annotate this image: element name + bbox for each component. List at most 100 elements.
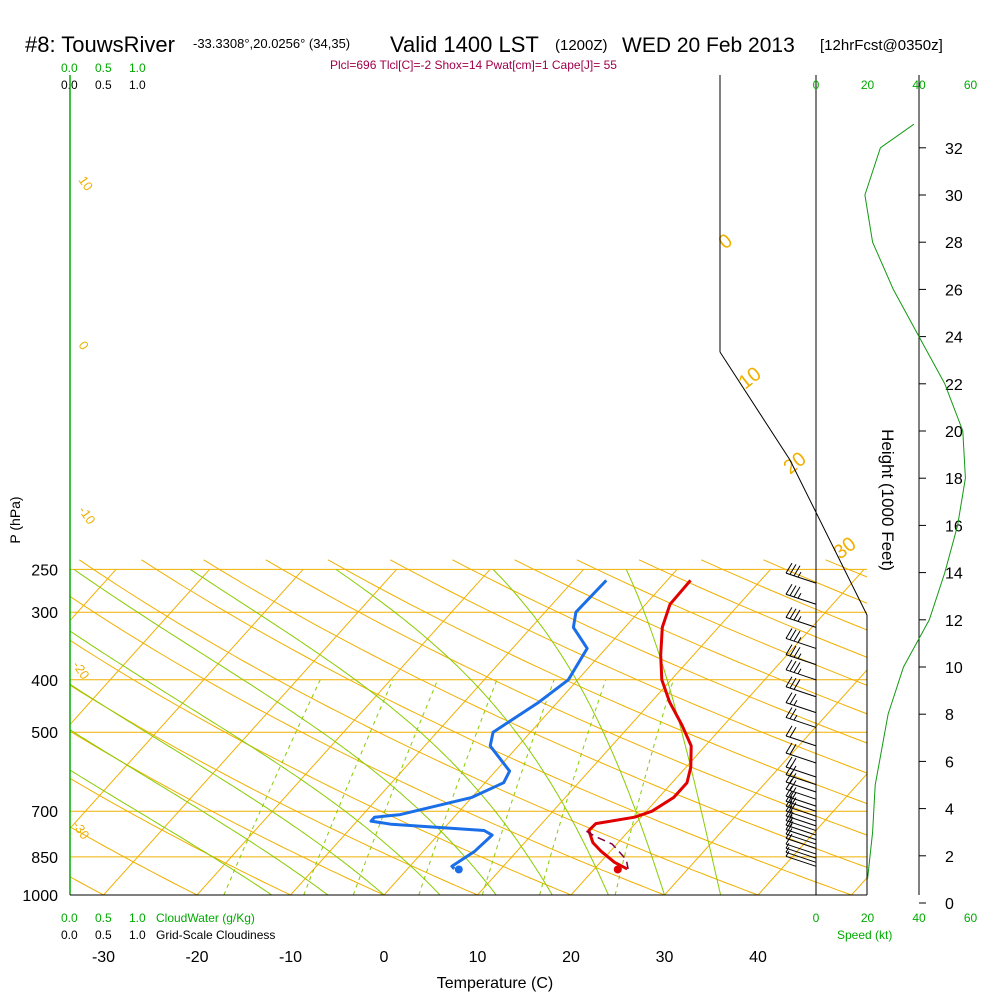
cloud-scale-bottom-green-2: 1.0 xyxy=(129,911,146,925)
temperature-tick: 0 xyxy=(380,949,389,966)
wind-barb xyxy=(785,778,817,800)
mixing-ratio-label: 20 xyxy=(610,896,630,916)
pressure-tick-700: 700 xyxy=(31,804,58,821)
wind-barb xyxy=(785,847,817,863)
wind-barb-feather xyxy=(785,823,793,835)
wind-barb-feather xyxy=(785,810,793,821)
moist-adiabat-label: 20 xyxy=(780,448,811,479)
cloud-scale-top-black-1: 0.5 xyxy=(95,78,112,92)
wind-barb-feather xyxy=(789,629,797,641)
wind-barb xyxy=(785,628,817,649)
mixing-ratio-line xyxy=(481,679,555,895)
wind-barb-feather xyxy=(789,802,797,813)
dry-adiabat xyxy=(888,560,1000,895)
isotherm xyxy=(103,569,397,895)
speed-tick-top: 0 xyxy=(813,78,820,92)
wind-barb-staff xyxy=(785,851,817,863)
wind-barb-feather xyxy=(785,644,793,655)
wind-barb-feather xyxy=(785,828,793,839)
dry-adiabat xyxy=(389,559,867,774)
wind-barb-half-feather xyxy=(797,653,802,659)
valid-time: Valid 1400 LST xyxy=(390,32,539,57)
pressure-tick-1000: 1000 xyxy=(22,888,58,905)
wind-barb-feather xyxy=(785,607,793,618)
isotherm xyxy=(664,669,867,895)
dry-adiabat xyxy=(70,777,291,895)
speed-tick-top: 20 xyxy=(861,78,875,92)
height-tick-22: 22 xyxy=(945,377,963,394)
wind-barb xyxy=(785,725,817,747)
wind-barb-half-feather xyxy=(797,592,802,599)
wind-barb xyxy=(785,659,817,681)
wind-barb-feather xyxy=(789,708,797,720)
height-tick-18: 18 xyxy=(945,471,963,488)
speed-label: Speed (kt) xyxy=(837,928,892,942)
wind-barb-feather xyxy=(789,564,797,575)
wind-barb-feather xyxy=(789,585,797,596)
wind-barb xyxy=(785,819,817,841)
pressure-tick-400: 400 xyxy=(31,673,58,690)
temperature-tick: 10 xyxy=(469,949,487,966)
wind-barb-feather xyxy=(793,630,801,642)
cloud-scale-top-green-0: 0.0 xyxy=(61,61,78,75)
isotherm xyxy=(0,569,23,895)
wind-barb-feather xyxy=(785,778,793,790)
wind-barb-feather xyxy=(785,584,793,595)
speed-tick-bottom: 20 xyxy=(861,911,875,925)
height-tick-8: 8 xyxy=(945,707,954,724)
speed-axis-bottom: 0 20 40 60 xyxy=(813,911,978,925)
wind-barb xyxy=(785,842,817,859)
dry-adiabat xyxy=(0,560,10,895)
wind-barb xyxy=(785,584,817,605)
isotherm xyxy=(196,569,491,895)
mixing-ratio-label: 3 xyxy=(350,903,367,917)
mixing-ratio-label: 12 xyxy=(535,896,555,916)
dry-adiabat-label: 10 xyxy=(76,173,97,193)
moist-adiabat xyxy=(335,568,609,895)
height-tick-16: 16 xyxy=(945,518,963,535)
dry-adiabat-label: -10 xyxy=(76,503,99,527)
wind-barb-feather xyxy=(793,662,801,673)
height-tick-26: 26 xyxy=(945,282,963,299)
isotherm xyxy=(383,569,678,895)
dry-adiabat xyxy=(576,559,867,686)
dry-adiabat xyxy=(141,559,852,895)
dry-adiabat xyxy=(203,559,867,868)
wind-barb-half-feather xyxy=(785,842,790,849)
mixing-ratio-line xyxy=(418,679,498,895)
wind-barb xyxy=(785,692,817,714)
moist-adiabat xyxy=(73,568,497,895)
station-title: #8: TouwsRiver xyxy=(25,32,175,57)
wind-barb-feather xyxy=(785,805,793,817)
moist-adiabat xyxy=(190,568,553,895)
pressure-tick-250: 250 xyxy=(31,562,58,579)
wind-barb-feather xyxy=(793,679,801,690)
pressure-tick-300: 300 xyxy=(31,605,58,622)
wind-barb-staff xyxy=(785,572,817,584)
wind-barb-feather xyxy=(785,790,793,802)
height-tick-4: 4 xyxy=(945,802,954,819)
zulu-time: (1200Z) xyxy=(555,37,608,54)
wind-barb-feather xyxy=(789,792,797,803)
isotherm xyxy=(70,569,304,830)
temperature-tick: -20 xyxy=(185,949,208,966)
dry-adiabat xyxy=(70,826,198,895)
wind-barb-feather xyxy=(793,647,801,658)
isotherm xyxy=(70,569,210,726)
bottom-cloudwater-scale: 0.0 0.5 1.0 CloudWater (g/Kg) xyxy=(61,911,255,925)
parcel-line xyxy=(586,830,629,870)
wind-barb-staff xyxy=(785,752,817,764)
moist-adiabat-label: 10 xyxy=(735,363,766,394)
speed-tick-top: 40 xyxy=(912,78,926,92)
wind-barb-feather xyxy=(785,756,793,768)
wind-barb-feather xyxy=(793,609,801,621)
wind-barb xyxy=(785,707,817,728)
dry-adiabat xyxy=(70,639,572,895)
wind-barb-feather xyxy=(789,780,797,791)
wind-barb-feather xyxy=(785,814,793,826)
pressure-axis: 250 300 400 500 700 850 1000 xyxy=(22,562,58,905)
wind-barb-feather xyxy=(785,764,793,775)
dry-adiabat xyxy=(70,730,385,895)
mixing-ratio-line xyxy=(352,679,439,895)
